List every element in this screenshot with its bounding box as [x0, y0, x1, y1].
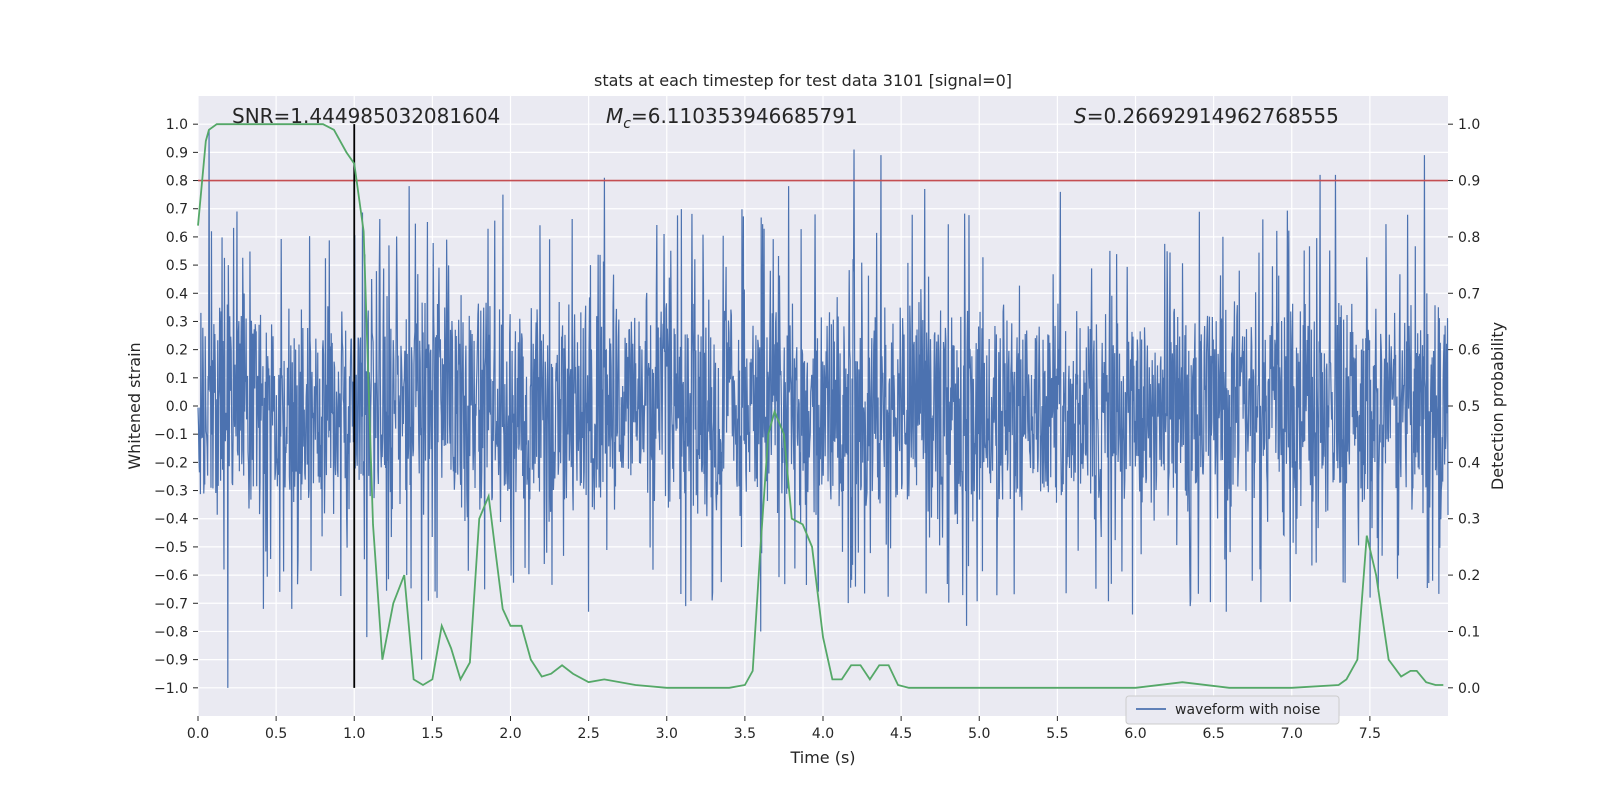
x-tick-label: 0.5	[265, 726, 287, 742]
y-right-tick-label: 0.3	[1458, 512, 1480, 528]
y-left-tick-label: 0.1	[166, 371, 188, 387]
y-left-tick-label: 0.2	[166, 343, 188, 359]
x-tick-label: 2.0	[499, 726, 521, 742]
y-left-tick-label: −0.5	[154, 540, 188, 556]
y-left-tick-label: −0.7	[154, 596, 188, 612]
x-tick-label: 3.5	[734, 726, 756, 742]
x-tick-label: 5.5	[1046, 726, 1068, 742]
waveform-series	[197, 129, 1449, 688]
y-right-tick-label: 1.0	[1458, 117, 1480, 133]
x-tick-label: 4.0	[812, 726, 834, 742]
x-tick-label: 1.0	[343, 726, 365, 742]
probability-series	[197, 123, 1448, 689]
annotation-mc-symbol: M	[606, 104, 623, 128]
y-left-tick-label: −0.2	[154, 455, 188, 471]
x-tick-label: 4.5	[890, 726, 912, 742]
y-left-tick-label: −0.9	[154, 653, 188, 669]
y-right-tick-label: 0.7	[1458, 286, 1480, 302]
y-left-tick-label: 0.4	[166, 286, 188, 302]
y-right-tick-label: 0.9	[1458, 174, 1480, 190]
y-right-tick-label: 0.5	[1458, 399, 1480, 415]
y-left-tick-label: 0.5	[166, 258, 188, 274]
y-right-tick-label: 0.2	[1458, 568, 1480, 584]
y-left-tick-label: −0.1	[154, 427, 188, 443]
chart-title: stats at each timestep for test data 310…	[594, 71, 1012, 90]
y-left-tick-label: 0.8	[166, 174, 188, 190]
x-axis-label: Time (s)	[789, 748, 855, 767]
y-left-tick-label: 0.7	[166, 202, 188, 218]
annotation-s-symbol: S	[1074, 104, 1087, 128]
legend-label-waveform: waveform with noise	[1175, 702, 1320, 718]
legend-box	[1125, 695, 1340, 725]
annotation-mc-value: =6.110353946685791	[631, 104, 858, 128]
y-left-tick-label: −0.3	[154, 484, 188, 500]
legend: waveform with noise	[1125, 695, 1340, 725]
x-tick-label: 7.5	[1359, 726, 1381, 742]
waveform-line	[197, 129, 1449, 688]
x-tick-label: 0.0	[187, 726, 209, 742]
x-tick-label: 7.0	[1281, 726, 1303, 742]
y-left-tick-label: 0.3	[166, 314, 188, 330]
y-left-tick-label: 1.0	[166, 117, 188, 133]
x-tick-label: 6.5	[1202, 726, 1224, 742]
y-axis-left-label: Whitened strain	[125, 342, 144, 469]
x-tick-label: 1.5	[421, 726, 443, 742]
annotation-snr: SNR=1.444985032081604	[232, 104, 500, 128]
y-axis-right-label: Detection probability	[1488, 322, 1507, 490]
y-left-tick-label: −0.6	[154, 568, 188, 584]
y-right-tick-label: 0.6	[1458, 343, 1480, 359]
y-left-tick-label: −0.8	[154, 624, 188, 640]
y-left-tick-label: −0.4	[154, 512, 188, 528]
x-tick-label: 5.0	[968, 726, 990, 742]
axes: 0.0 0.5 1.0 1.5 2.0 2.5 3.0 3.5 4.0 4.5 5.0 5.5 6.0 6…	[154, 117, 1480, 742]
x-tick-label: 2.5	[577, 726, 599, 742]
x-tick-label: 6.0	[1124, 726, 1146, 742]
y-right-tick-label: 0.0	[1458, 681, 1480, 697]
y-left-tick-label: −1.0	[154, 681, 188, 697]
annotation-mc-sub: c	[623, 116, 631, 132]
annotation-mc: Mc=6.110353946685791	[606, 104, 858, 132]
y-right-tick-label: 0.1	[1458, 624, 1480, 640]
probability-line	[197, 123, 1444, 689]
y-left-tick-label: 0.0	[166, 399, 188, 415]
y-right-tick-label: 0.8	[1458, 230, 1480, 246]
y-left-tick-label: 0.6	[166, 230, 188, 246]
annotation-s-value: =0.26692914962768555	[1087, 104, 1339, 128]
x-tick-label: 3.0	[656, 726, 678, 742]
y-left-tick-label: 0.9	[166, 145, 188, 161]
y-right-tick-label: 0.4	[1458, 455, 1480, 471]
annotation-s: S=0.26692914962768555	[1074, 104, 1339, 128]
